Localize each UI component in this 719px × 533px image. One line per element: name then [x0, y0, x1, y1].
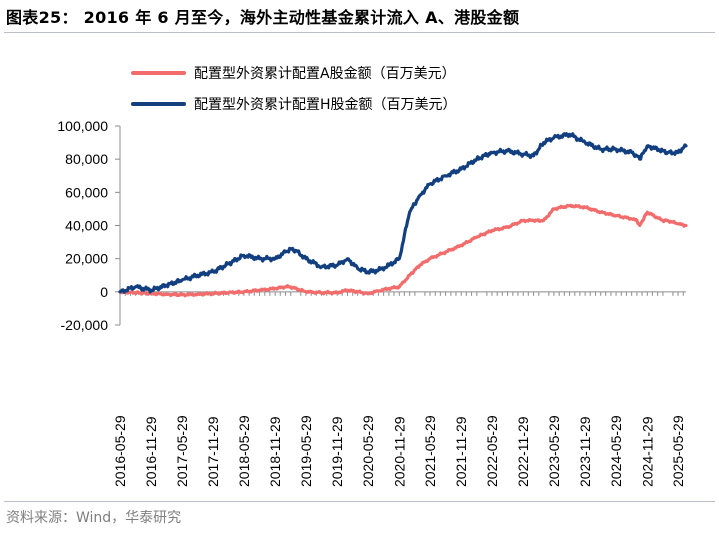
x-tick-label: 2023-11-29 — [577, 416, 593, 487]
y-tick-label: -20,000 — [61, 317, 109, 333]
title-divider — [4, 32, 715, 33]
source-note: 资料来源：Wind，华泰研究 — [6, 510, 182, 526]
x-tick-label: 2019-05-29 — [298, 415, 314, 487]
x-tick-label: 2024-11-29 — [639, 416, 655, 487]
y-tick-label: 40,000 — [65, 218, 108, 234]
legend-label-h: 配置型外资累计配置H股金额（百万美元） — [194, 97, 457, 113]
y-axis: -20,000 0 20,000 40,000 60,000 80,000 100,000 — [57, 118, 121, 333]
y-tick-label: 20,000 — [65, 251, 108, 267]
series-line-a — [118, 203, 688, 298]
x-tick-label: 2025-05-29 — [670, 415, 686, 487]
series-line-h — [118, 132, 688, 294]
x-axis: 2016-05-29 2016-11-29 2017-05-29 2017-11-29… — [112, 291, 686, 487]
x-tick-label: 2018-05-29 — [236, 415, 252, 487]
y-tick-label: 60,000 — [65, 184, 108, 200]
x-tick-label: 2022-11-29 — [515, 416, 531, 487]
legend: 配置型外资累计配置A股金额（百万美元） 配置型外资累计配置H股金额（百万美元） — [131, 66, 457, 113]
y-tick-label: 0 — [100, 284, 108, 300]
x-tick-label: 2017-11-29 — [205, 416, 221, 487]
x-tick-label: 2022-05-29 — [484, 415, 500, 487]
source-divider — [4, 501, 715, 502]
x-tick-label: 2020-05-29 — [360, 415, 376, 487]
x-tick-label: 2023-05-29 — [546, 415, 562, 487]
x-tick-label: 2021-05-29 — [422, 415, 438, 487]
x-tick-label: 2019-11-29 — [329, 416, 345, 487]
x-tick-label: 2020-11-29 — [391, 416, 407, 487]
y-tick-label: 100,000 — [57, 118, 108, 134]
x-tick-label: 2018-11-29 — [267, 416, 283, 487]
x-tick-label: 2016-11-29 — [143, 416, 159, 487]
legend-label-a: 配置型外资累计配置A股金额（百万美元） — [194, 66, 456, 82]
x-tick-label: 2017-05-29 — [174, 415, 190, 487]
series-layer — [118, 132, 688, 298]
chart-title: 图表25： 2016 年 6 月至今，海外主动性基金累计流入 A、港股金额 — [6, 8, 520, 27]
x-tick-label: 2024-05-29 — [608, 415, 624, 487]
x-tick-label: 2016-05-29 — [112, 415, 128, 487]
x-tick-label: 2021-11-29 — [453, 416, 469, 487]
y-tick-label: 80,000 — [65, 151, 108, 167]
